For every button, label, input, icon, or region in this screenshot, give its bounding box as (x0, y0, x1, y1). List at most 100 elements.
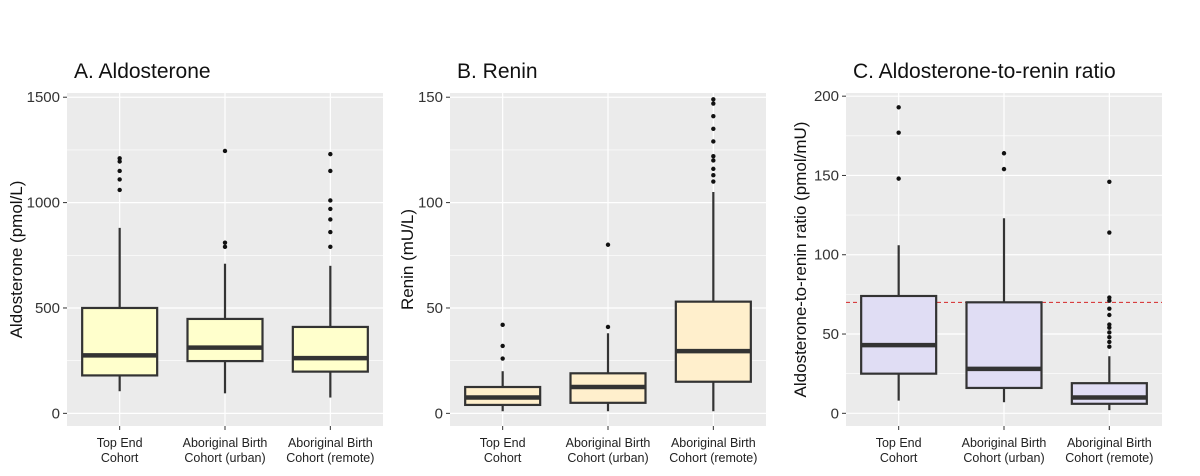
iqr-box (186, 317, 264, 363)
y-tick-label: 50 (426, 300, 443, 317)
outlier-point (711, 172, 716, 178)
y-tick-label: 100 (418, 195, 443, 212)
outlier-point (711, 97, 716, 102)
box-1 (860, 105, 938, 401)
outlier-point (328, 151, 333, 157)
outlier-point (711, 101, 716, 106)
outlier-point (328, 244, 333, 250)
outlier-point (1107, 335, 1112, 340)
outlier-point (500, 322, 505, 328)
outlier-point (605, 242, 611, 247)
y-tick-label: 0 (435, 405, 443, 422)
outlier-point (328, 217, 333, 222)
outlier-point (222, 240, 228, 245)
outlier-point (896, 105, 901, 110)
outlier-point (711, 158, 716, 163)
y-axis-label: Renin (mU/L) (398, 209, 417, 310)
x-tick-label-line2: Cohort (484, 451, 522, 465)
outlier-point (117, 159, 122, 164)
box-3 (674, 97, 752, 412)
box-2 (186, 148, 264, 394)
outlier-point (1107, 298, 1112, 303)
chart-panel-3: C. Aldosterone-to-renin ratio 0 50 100 150 20… (791, 60, 1162, 465)
outlier-point (1107, 325, 1112, 330)
x-tick-label-line1: Top End (480, 436, 526, 450)
outlier-point (1001, 166, 1007, 172)
y-axis-label: Aldosterone (pmol/L) (7, 181, 26, 339)
chart-title: B. Renin (457, 60, 538, 83)
outlier-point (222, 148, 228, 154)
x-tick-label-line1: Aboriginal Birth (671, 436, 756, 450)
iqr-box (674, 300, 752, 383)
iqr-box (1070, 382, 1148, 405)
outlier-point (500, 343, 505, 349)
outlier-point (605, 324, 611, 330)
outlier-point (711, 113, 716, 119)
x-tick-label-line2: Cohort (remote) (669, 451, 757, 465)
outlier-point (711, 139, 716, 144)
outlier-point (711, 126, 716, 132)
outlier-point (711, 166, 716, 172)
outlier-point (1107, 339, 1112, 345)
y-tick-label: 100 (814, 247, 839, 264)
chart-title: A. Aldosterone (74, 60, 211, 83)
x-tick-label-line1: Aboriginal Birth (183, 436, 268, 450)
y-tick-label: 1500 (27, 89, 60, 106)
outlier-point (117, 177, 122, 182)
box-3 (1070, 179, 1148, 411)
y-tick-label: 50 (822, 326, 839, 343)
box-1 (81, 156, 159, 392)
x-tick-label-line1: Top End (97, 436, 143, 450)
outlier-point (1001, 151, 1007, 156)
box-2 (965, 151, 1043, 403)
iqr-box (860, 294, 938, 375)
outlier-point (896, 130, 901, 135)
iqr-box (965, 301, 1043, 390)
y-tick-label: 150 (418, 89, 443, 106)
chart-title: C. Aldosterone-to-renin ratio (853, 60, 1116, 83)
outlier-point (328, 206, 333, 212)
x-tick-label-line2: Cohort (remote) (286, 451, 374, 465)
y-tick-label: 0 (831, 405, 839, 422)
x-tick-label-line1: Aboriginal Birth (962, 436, 1047, 450)
outlier-point (1107, 344, 1112, 349)
box-1 (464, 322, 542, 412)
outlier-point (328, 229, 333, 235)
x-tick-label-line2: Cohort (remote) (1065, 451, 1153, 465)
y-tick-label: 200 (814, 88, 839, 105)
iqr-box (81, 306, 159, 377)
outlier-point (711, 154, 716, 159)
x-tick-label-line2: Cohort (urban) (184, 451, 265, 465)
outlier-point (222, 244, 228, 250)
x-tick-label-line1: Top End (876, 436, 922, 450)
box-3 (291, 151, 369, 398)
outlier-point (711, 179, 716, 184)
outlier-point (1107, 295, 1112, 300)
x-tick-label-line2: Cohort (urban) (567, 451, 648, 465)
y-tick-label: 150 (814, 167, 839, 184)
x-tick-label-line2: Cohort (880, 451, 918, 465)
outlier-point (896, 176, 901, 181)
outlier-point (1107, 312, 1112, 318)
outlier-point (117, 187, 122, 193)
y-tick-label: 0 (52, 405, 60, 422)
y-axis-label: Aldosterone-to-renin ratio (pmol/mU) (791, 122, 810, 398)
x-tick-label-line1: Aboriginal Birth (288, 436, 373, 450)
outlier-point (117, 168, 122, 174)
outlier-point (117, 156, 122, 161)
iqr-box (291, 325, 369, 373)
box-2 (569, 242, 647, 412)
x-tick-label-line1: Aboriginal Birth (566, 436, 651, 450)
outlier-point (1107, 330, 1112, 335)
outlier-point (1107, 322, 1112, 327)
y-tick-label: 500 (35, 300, 60, 317)
outlier-point (328, 168, 333, 174)
outlier-point (1107, 179, 1112, 184)
x-tick-label-line2: Cohort (urban) (963, 451, 1044, 465)
outlier-point (328, 198, 333, 203)
y-tick-label: 1000 (27, 195, 60, 212)
x-tick-label-line2: Cohort (101, 451, 139, 465)
